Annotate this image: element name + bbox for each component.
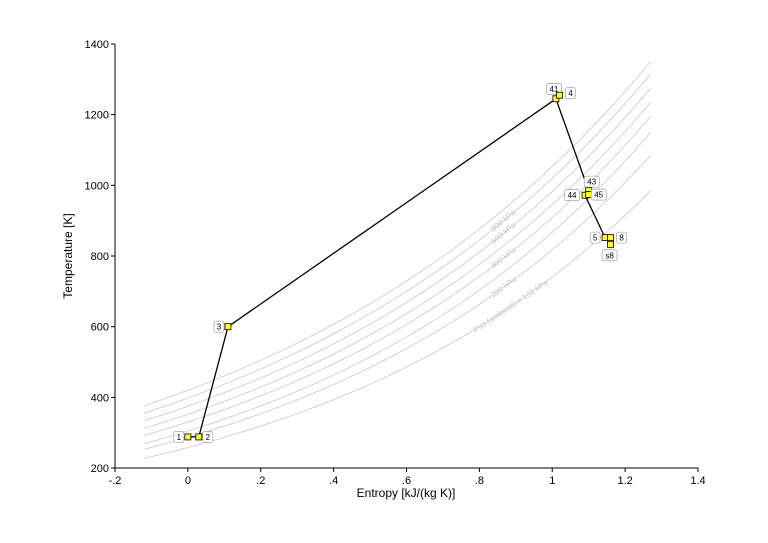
isobar-line <box>144 73 651 414</box>
state-point-label: 41 <box>549 85 558 94</box>
state-point-label: 4 <box>568 89 573 98</box>
state-point-marker <box>224 323 232 331</box>
state-point-marker <box>607 240 614 248</box>
state-point-label: 45 <box>594 191 603 200</box>
x-tick-label: .2 <box>256 475 265 487</box>
isobar-lines <box>144 61 651 459</box>
y-tick-label: 200 <box>91 463 109 475</box>
state-point-label-box <box>601 249 618 262</box>
y-tick-label: 1200 <box>85 110 109 122</box>
state-point-label: 43 <box>587 178 596 187</box>
state-point-label-box <box>590 188 607 201</box>
isobar-line <box>144 87 651 422</box>
isobar-line <box>144 154 651 450</box>
x-axis-label: Entropy [kJ/(kg K)] <box>357 486 456 500</box>
y-tick-label: 1400 <box>85 39 109 51</box>
state-point-label-box <box>616 231 627 244</box>
state-point-label-box <box>173 431 185 443</box>
state-point-label-box <box>564 189 580 202</box>
y-axis-ticks: 200 400 600 800 1000 1200 1400 <box>85 39 115 475</box>
state-point-label: 5 <box>593 234 598 243</box>
y-tick-label: 800 <box>91 251 109 263</box>
state-point-label: 3 <box>217 323 222 332</box>
y-tick-label: 400 <box>91 392 109 404</box>
state-point-marker <box>184 433 192 441</box>
x-axis-ticks: -.2 0 .2 .4 .6 .8 1 1.2 1.4 <box>109 468 706 487</box>
y-tick-label: 600 <box>91 322 109 334</box>
state-points: 1 2 3 41 4 43 44 45 5 8 s8 <box>173 82 627 443</box>
x-tick-label: 0 <box>185 475 191 487</box>
isobar-line <box>144 116 651 436</box>
state-point-label: s8 <box>605 251 614 260</box>
state-point-marker <box>552 95 560 103</box>
isobar-line <box>144 190 651 459</box>
state-point-label-box <box>213 320 225 333</box>
state-point-label: 8 <box>619 234 624 243</box>
state-point-label: 2 <box>206 433 211 442</box>
state-point-label-box <box>565 87 576 100</box>
state-point-label-box <box>583 175 600 188</box>
y-axis-label: Temperature [K] <box>61 213 75 298</box>
state-point-label-box <box>546 82 562 95</box>
x-tick-label: .4 <box>329 475 338 487</box>
state-point-marker <box>556 91 563 99</box>
x-tick-label: .8 <box>475 475 484 487</box>
x-tick-label: 1.4 <box>690 475 705 487</box>
state-point-label: 44 <box>568 191 577 200</box>
y-tick-label: 1000 <box>85 180 109 192</box>
isobar-line <box>144 131 651 445</box>
state-point-marker <box>585 191 593 198</box>
state-point-label-box <box>589 231 601 244</box>
x-tick-label: 1 <box>549 475 555 487</box>
x-tick-label: 1.2 <box>617 475 632 487</box>
state-point-marker <box>195 433 203 441</box>
state-point-label-box <box>202 431 214 443</box>
state-point-label: 1 <box>177 433 182 442</box>
isobar-line <box>144 61 651 407</box>
state-point-marker <box>607 234 614 242</box>
x-tick-label: .6 <box>402 475 411 487</box>
x-tick-label: -.2 <box>109 475 122 487</box>
